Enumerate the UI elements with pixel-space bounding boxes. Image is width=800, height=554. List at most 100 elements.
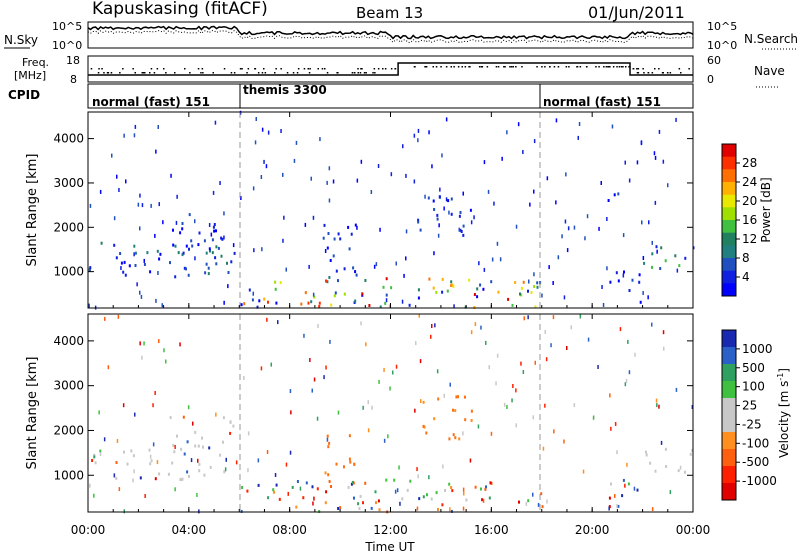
heatmap-cell bbox=[385, 293, 388, 297]
nave-point bbox=[608, 66, 610, 68]
nave-point bbox=[156, 68, 159, 70]
heatmap-cell bbox=[691, 448, 694, 452]
heatmap-cell bbox=[324, 501, 327, 505]
freq-label-line2: [MHz] bbox=[14, 69, 46, 82]
heatmap-cell bbox=[405, 256, 407, 261]
nave-point bbox=[351, 72, 354, 74]
heatmap-cell bbox=[275, 483, 278, 487]
colorbar-frame bbox=[721, 329, 737, 501]
heatmap-cell bbox=[684, 470, 686, 474]
colorbar-swatch bbox=[722, 466, 736, 484]
heatmap-cell bbox=[522, 280, 525, 284]
heatmap-cell bbox=[616, 450, 618, 455]
nave-point bbox=[309, 68, 311, 70]
heatmap-cell bbox=[409, 479, 412, 483]
heatmap-cell bbox=[252, 291, 254, 296]
heatmap-cell bbox=[416, 467, 418, 472]
cpid-panel: CPID normal (fast) 151 themis 3300 norma… bbox=[8, 83, 694, 109]
heatmap-cell bbox=[335, 462, 338, 466]
nave-point bbox=[622, 66, 624, 68]
heatmap-cell bbox=[201, 436, 203, 440]
nave-point bbox=[134, 72, 136, 74]
colorbar-tick-label: 500 bbox=[742, 361, 765, 375]
freq-series bbox=[88, 62, 693, 76]
heatmap-cell bbox=[451, 489, 454, 493]
heatmap-cell bbox=[157, 271, 159, 275]
heatmap-cell bbox=[542, 446, 545, 451]
nave-point bbox=[515, 66, 517, 68]
heatmap-cell bbox=[355, 273, 358, 277]
heatmap-cell bbox=[146, 251, 149, 255]
heatmap-cell bbox=[470, 330, 473, 335]
heatmap-cell bbox=[187, 405, 190, 410]
nave-point bbox=[612, 66, 615, 68]
heatmap-cell bbox=[202, 445, 204, 449]
heatmap-cell bbox=[148, 448, 151, 452]
heatmap-cell bbox=[267, 300, 269, 304]
heatmap-cell bbox=[677, 469, 680, 473]
ytick-label: 3000 bbox=[53, 379, 84, 393]
heatmap-cell bbox=[586, 214, 589, 219]
heatmap-cell bbox=[463, 491, 465, 496]
heatmap-cell bbox=[497, 290, 500, 294]
heatmap-cell bbox=[307, 301, 310, 305]
heatmap-cell bbox=[627, 339, 629, 344]
heatmap-cell bbox=[209, 249, 211, 253]
heatmap-cell bbox=[527, 315, 529, 320]
heatmap-cell bbox=[600, 181, 602, 185]
nave-point bbox=[184, 68, 186, 70]
heatmap-cell bbox=[167, 472, 170, 476]
nave-point bbox=[457, 66, 460, 68]
heatmap-cell bbox=[385, 277, 388, 281]
heatmap-cell bbox=[266, 450, 269, 454]
colorbar-swatch bbox=[722, 347, 736, 365]
heatmap-cell bbox=[691, 405, 694, 409]
heatmap-cell bbox=[91, 459, 94, 462]
nave-point bbox=[678, 68, 681, 70]
heatmap-cell bbox=[354, 223, 357, 227]
nave-point bbox=[605, 66, 608, 68]
heatmap-cell bbox=[518, 500, 520, 504]
nave-point bbox=[286, 72, 289, 74]
heatmap-cell bbox=[499, 257, 502, 262]
heatmap-cell bbox=[669, 490, 672, 495]
heatmap-cell bbox=[401, 299, 404, 304]
heatmap-cell bbox=[405, 173, 407, 178]
heatmap-cell bbox=[448, 437, 451, 441]
xtick-label: 12:00 bbox=[373, 523, 408, 537]
heatmap-cell bbox=[229, 431, 232, 435]
noise-tick-bottom: 10^0 bbox=[52, 39, 82, 52]
heatmap-cell bbox=[617, 504, 620, 508]
time-axis: 00:00 04:00 08:00 12:00 16:00 20:00 00:00 bbox=[71, 112, 710, 537]
colorbar-tick-label: 1000 bbox=[742, 342, 773, 356]
ytick-label: 4000 bbox=[53, 334, 84, 348]
heatmap-cell bbox=[470, 409, 473, 413]
heatmap-cell bbox=[247, 431, 250, 436]
heatmap-cell bbox=[179, 342, 181, 347]
heatmap-cell bbox=[527, 499, 530, 503]
heatmap-cell bbox=[544, 329, 546, 334]
heatmap-cell bbox=[291, 485, 294, 489]
nave-point bbox=[361, 68, 363, 70]
nave-point bbox=[445, 66, 448, 68]
heatmap-cell bbox=[156, 460, 159, 465]
heatmap-cell bbox=[311, 485, 314, 489]
heatmap-cell bbox=[511, 398, 513, 403]
heatmap-cell bbox=[417, 296, 420, 300]
nave-point bbox=[504, 66, 506, 68]
nave-point bbox=[141, 72, 143, 74]
heatmap-cell bbox=[133, 133, 136, 138]
nave-point bbox=[363, 72, 366, 74]
ytick-label: 2000 bbox=[53, 220, 84, 234]
heatmap-cell bbox=[624, 483, 626, 488]
heatmap-cell bbox=[303, 333, 305, 338]
heatmap-cell bbox=[433, 251, 435, 256]
heatmap-cell bbox=[235, 460, 238, 465]
heatmap-cell bbox=[203, 473, 206, 477]
heatmap-cell bbox=[283, 215, 285, 220]
nave-point bbox=[165, 72, 167, 74]
heatmap-cell bbox=[134, 124, 137, 129]
heatmap-cell bbox=[660, 440, 663, 445]
heatmap-cell bbox=[662, 159, 665, 164]
heatmap-cell bbox=[277, 320, 279, 325]
